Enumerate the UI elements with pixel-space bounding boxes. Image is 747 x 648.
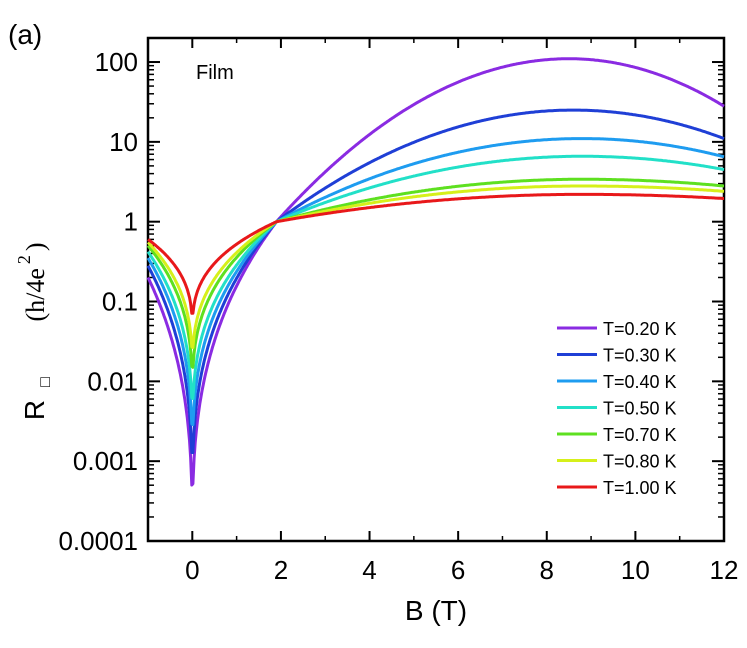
series-line (146, 177, 725, 369)
legend: T=0.20 K T=0.30 K T=0.40 K T=0.50 K T=0.70 K… (557, 319, 677, 498)
y-axis-symbol: R (19, 400, 50, 420)
plot-frame (146, 36, 726, 543)
y-axis-subscript: □ (37, 377, 54, 387)
plot-area (146, 36, 726, 543)
series-line (146, 154, 725, 400)
legend-label: T=0.40 K (603, 372, 677, 392)
series-line (146, 108, 725, 454)
x-tick-label: 6 (451, 555, 465, 585)
series-line (146, 137, 725, 427)
legend-label: T=0.50 K (603, 399, 677, 419)
x-axis-title: B (T) (405, 595, 467, 626)
y-axis-units-close: ) (21, 242, 50, 251)
x-axis: 0 2 4 6 8 10 12 (147, 38, 739, 585)
legend-label: T=0.80 K (603, 452, 677, 472)
y-tick-label: 10 (109, 127, 138, 157)
series-line (146, 57, 725, 487)
legend-label: T=0.20 K (603, 319, 677, 339)
x-tick-label: 12 (710, 555, 739, 585)
legend-label: T=0.30 K (603, 346, 677, 366)
y-axis-units: (h/4e (21, 268, 50, 321)
film-annotation: Film (196, 62, 234, 84)
y-axis-title: R □ (h/4e 2 ) (14, 242, 54, 420)
x-tick-label: 2 (274, 555, 288, 585)
series-line (147, 192, 725, 315)
y-tick-label: 0.0001 (58, 526, 138, 556)
x-tick-label: 4 (362, 555, 376, 585)
x-tick-label: 8 (540, 555, 554, 585)
legend-label: T=1.00 K (603, 478, 677, 498)
y-tick-label: 0.1 (102, 287, 138, 317)
y-tick-label: 1 (124, 207, 138, 237)
x-tick-label: 0 (185, 555, 199, 585)
panel-label: (a) (8, 19, 42, 50)
series-line (146, 184, 725, 349)
y-tick-label: 100 (95, 47, 138, 77)
svg-text:R □ (h/4e 2: R □ (h/4e 2 ) (14, 242, 54, 420)
series-lines (146, 57, 725, 487)
y-axis-units-sup: 2 (14, 255, 34, 264)
x-tick-label: 10 (621, 555, 650, 585)
y-tick-label: 0.001 (73, 446, 138, 476)
y-axis: 0.0001 0.001 0.01 0.1 1 10 100 (58, 47, 724, 556)
y-tick-label: 0.01 (87, 366, 138, 396)
legend-label: T=0.70 K (603, 425, 677, 445)
